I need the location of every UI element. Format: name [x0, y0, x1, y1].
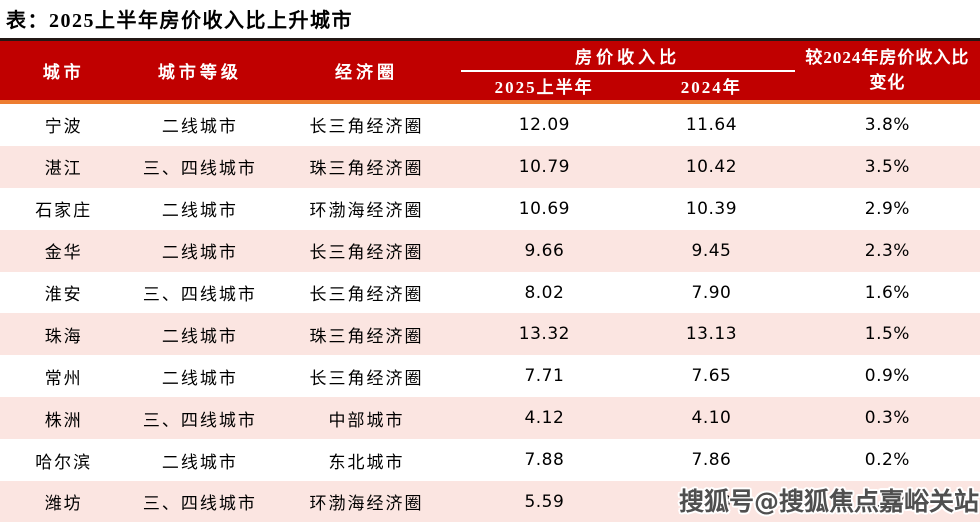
cell-region: 珠三角经济圈: [309, 326, 424, 346]
cell-v2025: 7.88: [524, 450, 565, 471]
cell-region: 长三角经济圈: [309, 243, 424, 263]
table-row: 淮安 三、四线城市 长三角经济圈 8.02 7.90 1.6%: [0, 271, 980, 314]
cell-change: 0.2%: [864, 491, 910, 512]
cell-tier: 二线城市: [161, 452, 238, 472]
cell-v2025: 8.02: [524, 282, 565, 303]
cell-region: 珠三角经济圈: [309, 159, 424, 179]
cell-tier: 二线城市: [161, 201, 238, 221]
cell-v2024: 5.58: [691, 491, 732, 512]
cell-change: 1.6%: [864, 282, 910, 303]
header-2025-h1: 2025上半年: [494, 78, 594, 98]
cell-city: 淮安: [44, 285, 83, 304]
cell-tier: 二线城市: [161, 326, 238, 346]
cell-v2024: 10.39: [685, 198, 738, 219]
cell-tier: 三、四线城市: [142, 159, 257, 179]
watermark: 搜狐号@搜狐焦点嘉峪关站: [678, 487, 979, 516]
cell-tier: 二线城市: [161, 368, 238, 388]
cell-v2024: 7.86: [691, 450, 732, 471]
header-group-price-income-ratio: 房价收入比 2025上半年 2024年: [460, 41, 795, 101]
table-row: 常州 二线城市 长三角经济圈 7.71 7.65 0.9%: [0, 355, 980, 398]
cell-v2024: 10.42: [685, 156, 738, 177]
table-row: 石家庄 二线城市 环渤海经济圈 10.69 10.39 2.9%: [0, 187, 980, 230]
cell-v2025: 10.79: [518, 156, 570, 177]
cell-city: 潍坊: [44, 494, 83, 514]
cell-change: 2.3%: [864, 240, 910, 261]
cell-change: 0.2%: [864, 450, 910, 471]
cell-v2024: 13.13: [685, 324, 738, 345]
cell-v2025: 5.59: [524, 491, 565, 512]
cell-tier: 二线城市: [161, 117, 238, 137]
header-ratio-group-label: 房价收入比: [460, 41, 795, 72]
cell-v2024: 7.65: [691, 366, 732, 387]
table-row: 株洲 三、四线城市 中部城市 4.12 4.10 0.3%: [0, 397, 980, 440]
cell-v2024: 4.10: [691, 408, 732, 429]
cell-tier: 三、四线城市: [142, 410, 257, 430]
cell-tier: 三、四线城市: [142, 285, 257, 304]
table-row: 宁波 二线城市 长三角经济圈 12.09 11.64 3.8%: [0, 104, 980, 146]
cell-city: 石家庄: [35, 201, 93, 221]
cell-change: 0.9%: [864, 366, 910, 387]
header-region: 经济圈: [335, 63, 398, 82]
cell-region: 东北城市: [328, 452, 405, 472]
cell-region: 长三角经济圈: [309, 285, 424, 304]
cell-city: 金华: [44, 243, 83, 263]
cell-city: 宁波: [44, 117, 83, 137]
table-title: 表：2025上半年房价收入比上升城市: [6, 10, 353, 32]
cell-change: 3.5%: [864, 156, 910, 177]
table-row: 珠海 二线城市 珠三角经济圈 13.32 13.13 1.5%: [0, 313, 980, 356]
cell-v2025: 13.32: [518, 324, 570, 345]
cell-v2025: 4.12: [524, 408, 565, 429]
cell-v2024: 11.64: [685, 114, 738, 135]
table-row: 湛江 三、四线城市 珠三角经济圈 10.79 10.42 3.5%: [0, 145, 980, 188]
cell-change: 0.3%: [864, 408, 910, 429]
table-row: 金华 二线城市 长三角经济圈 9.66 9.45 2.3%: [0, 229, 980, 272]
cell-v2025: 9.66: [524, 240, 565, 261]
header-2024: 2024年: [680, 78, 742, 98]
table-header: 城市 城市等级 经济圈 房价收入比 2025上半年 2024年 较2024年房价…: [0, 38, 980, 104]
header-tier: 城市等级: [157, 63, 242, 82]
header-city: 城市: [42, 63, 85, 82]
table-row: 潍坊 三、四线城市 环渤海经济圈 5.59 5.58 0.2%: [0, 481, 980, 522]
cell-region: 中部城市: [328, 410, 405, 430]
cell-change: 3.8%: [864, 114, 910, 135]
cell-city: 常州: [44, 368, 83, 388]
table-body: 宁波 二线城市 长三角经济圈 12.09 11.64 3.8% 湛江 三、四线城市 珠三角经济圈…: [0, 104, 980, 522]
cell-city: 株洲: [44, 410, 83, 430]
cell-city: 哈尔滨: [35, 452, 93, 472]
cell-city: 湛江: [44, 159, 83, 179]
cell-v2024: 9.45: [691, 240, 732, 261]
table-row: 哈尔滨 二线城市 东北城市 7.88 7.86 0.2%: [0, 439, 980, 482]
header-change-vs-2024: 较2024年房价收入比变化: [805, 47, 970, 92]
cell-v2024: 7.90: [691, 282, 732, 303]
cell-region: 环渤海经济圈: [309, 201, 424, 221]
cell-v2025: 10.69: [518, 198, 570, 219]
header-ratio-subrow: 2025上半年 2024年: [461, 72, 795, 101]
cell-region: 长三角经济圈: [309, 117, 424, 137]
cell-region: 环渤海经济圈: [309, 494, 424, 514]
cell-region: 长三角经济圈: [309, 368, 424, 388]
cell-tier: 二线城市: [161, 243, 238, 263]
cell-city: 珠海: [44, 326, 83, 346]
data-table: 城市 城市等级 经济圈 房价收入比 2025上半年 2024年 较2024年房价…: [0, 38, 980, 522]
cell-tier: 三、四线城市: [142, 494, 257, 514]
cell-v2025: 7.71: [524, 366, 565, 387]
cell-change: 2.9%: [864, 198, 910, 219]
cell-v2025: 12.09: [518, 114, 570, 135]
cell-change: 1.5%: [864, 324, 910, 345]
